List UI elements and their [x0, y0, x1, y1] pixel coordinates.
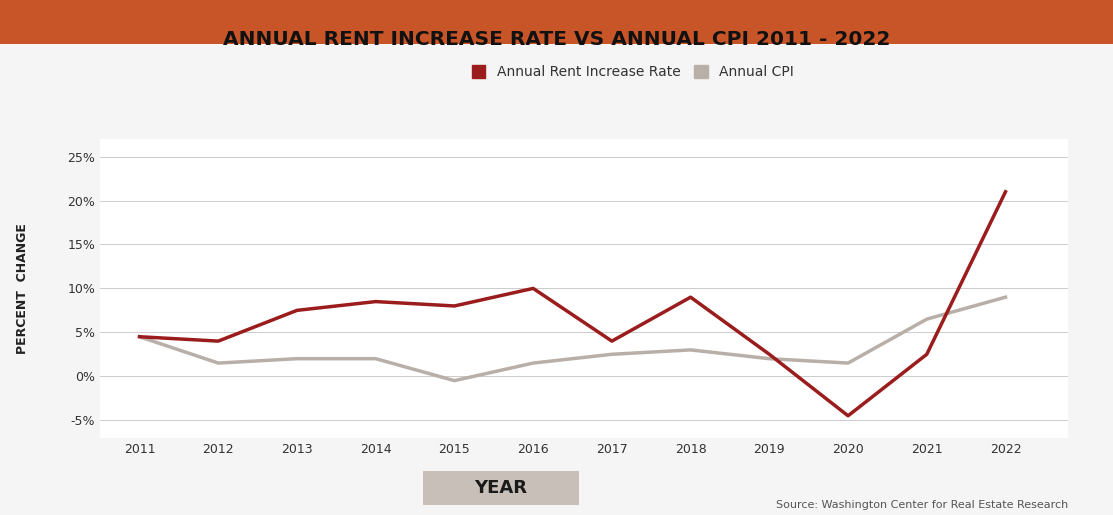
Text: YEAR: YEAR — [474, 479, 528, 497]
Text: PERCENT  CHANGE: PERCENT CHANGE — [16, 223, 29, 354]
Legend: Annual Rent Increase Rate, Annual CPI: Annual Rent Increase Rate, Annual CPI — [472, 65, 794, 79]
Text: ANNUAL RENT INCREASE RATE VS ANNUAL CPI 2011 - 2022: ANNUAL RENT INCREASE RATE VS ANNUAL CPI … — [223, 30, 890, 49]
Text: Source: Washington Center for Real Estate Research: Source: Washington Center for Real Estat… — [776, 500, 1068, 510]
